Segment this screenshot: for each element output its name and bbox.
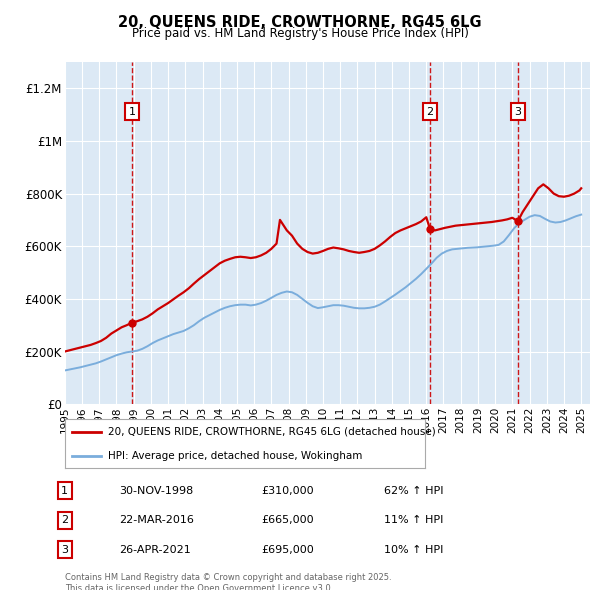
Text: HPI: Average price, detached house, Wokingham: HPI: Average price, detached house, Woki… xyxy=(108,451,362,461)
Text: £695,000: £695,000 xyxy=(261,545,314,555)
Text: 3: 3 xyxy=(514,107,521,117)
Text: £310,000: £310,000 xyxy=(261,486,314,496)
Text: 3: 3 xyxy=(61,545,68,555)
Text: 20, QUEENS RIDE, CROWTHORNE, RG45 6LG: 20, QUEENS RIDE, CROWTHORNE, RG45 6LG xyxy=(118,15,482,30)
Text: Contains HM Land Registry data © Crown copyright and database right 2025.
This d: Contains HM Land Registry data © Crown c… xyxy=(65,573,391,590)
Text: 22-MAR-2016: 22-MAR-2016 xyxy=(119,516,194,525)
Text: £665,000: £665,000 xyxy=(261,516,314,525)
Text: 62% ↑ HPI: 62% ↑ HPI xyxy=(384,486,443,496)
Text: Price paid vs. HM Land Registry's House Price Index (HPI): Price paid vs. HM Land Registry's House … xyxy=(131,27,469,40)
Text: 30-NOV-1998: 30-NOV-1998 xyxy=(119,486,193,496)
Text: 20, QUEENS RIDE, CROWTHORNE, RG45 6LG (detached house): 20, QUEENS RIDE, CROWTHORNE, RG45 6LG (d… xyxy=(108,427,436,437)
Text: 1: 1 xyxy=(61,486,68,496)
Text: 2: 2 xyxy=(61,516,68,525)
Text: 10% ↑ HPI: 10% ↑ HPI xyxy=(384,545,443,555)
Text: 2: 2 xyxy=(427,107,434,117)
Text: 11% ↑ HPI: 11% ↑ HPI xyxy=(384,516,443,525)
Text: 1: 1 xyxy=(129,107,136,117)
Text: 26-APR-2021: 26-APR-2021 xyxy=(119,545,191,555)
